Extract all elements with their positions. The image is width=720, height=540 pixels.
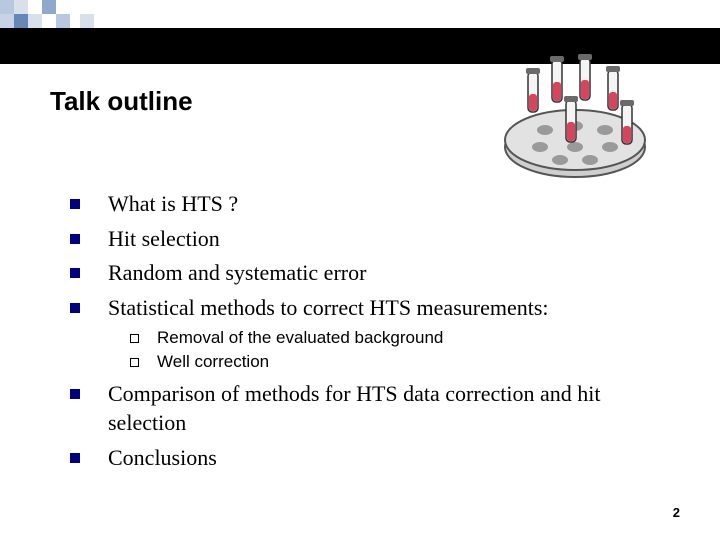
list-item-text: Hit selection (108, 225, 220, 254)
sub-list-item: Removal of the evaluated background (130, 328, 670, 348)
sub-list-item-text: Well correction (157, 352, 269, 372)
list-item: Hit selection (70, 225, 670, 254)
sub-list-item: Well correction (130, 352, 670, 372)
list-item-text: Conclusions (108, 444, 217, 473)
page-number: 2 (673, 505, 680, 520)
list-item-text: Random and systematic error (108, 259, 366, 288)
list-item-text: Statistical methods to correct HTS measu… (108, 294, 549, 323)
square-bullet-icon (70, 268, 80, 278)
slide-title: Talk outline (50, 86, 193, 117)
hollow-square-bullet-icon (130, 334, 139, 343)
list-item: Comparison of methods for HTS data corre… (70, 380, 670, 437)
list-item: Statistical methods to correct HTS measu… (70, 294, 670, 323)
list-item: What is HTS ? (70, 190, 670, 219)
square-bullet-icon (70, 303, 80, 313)
list-item: Random and systematic error (70, 259, 670, 288)
square-bullet-icon (70, 389, 80, 399)
list-item-text: What is HTS ? (108, 190, 238, 219)
list-item-text: Comparison of methods for HTS data corre… (108, 380, 670, 437)
square-bullet-icon (70, 199, 80, 209)
list-item: Conclusions (70, 444, 670, 473)
corner-decoration (0, 0, 170, 30)
microplate-clipart-icon (490, 52, 660, 192)
hollow-square-bullet-icon (130, 358, 139, 367)
square-bullet-icon (70, 453, 80, 463)
sub-list-item-text: Removal of the evaluated background (157, 328, 443, 348)
bullet-list: What is HTS ? Hit selection Random and s… (70, 190, 670, 478)
square-bullet-icon (70, 234, 80, 244)
